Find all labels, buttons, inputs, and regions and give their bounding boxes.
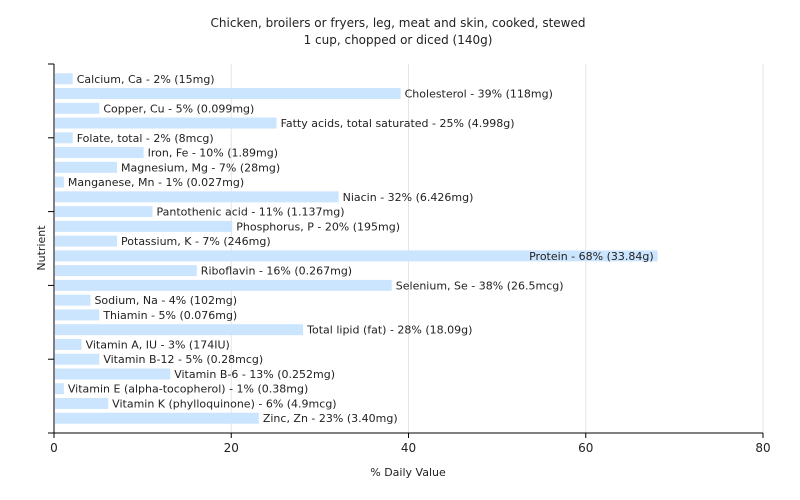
bar-label: Manganese, Mn - 1% (0.027mg) (68, 176, 244, 189)
bar (55, 117, 277, 129)
x-tick-label: 80 (755, 441, 770, 455)
x-axis-label: % Daily Value (370, 466, 446, 479)
x-tick-label: 40 (401, 441, 416, 455)
x-tick-label: 20 (224, 441, 239, 455)
bars-group: Calcium, Ca - 2% (15mg) Cholesterol - 39%… (55, 73, 658, 425)
bar-label: Magnesium, Mg - 7% (28mg) (121, 161, 280, 174)
bar-label: Total lipid (fat) - 28% (18.09g) (306, 324, 472, 337)
bar-label: Vitamin B-6 - 13% (0.252mg) (174, 368, 335, 381)
bar (55, 206, 153, 218)
bar (55, 279, 392, 291)
bar-label: Zinc, Zn - 23% (3.40mg) (263, 412, 398, 425)
bar-label: Phosphorus, P - 20% (195mg) (236, 220, 400, 233)
bar-label: Sodium, Na - 4% (102mg) (94, 294, 237, 307)
bar (55, 235, 118, 247)
bar-label: Vitamin E (alpha-tocopherol) - 1% (0.38m… (68, 383, 308, 396)
bar (55, 353, 100, 365)
bar-label: Fatty acids, total saturated - 25% (4.99… (281, 117, 515, 130)
bar (55, 294, 91, 306)
bar-label: Thiamin - 5% (0.076mg) (102, 309, 237, 322)
bar (55, 176, 64, 188)
gridlines (230, 64, 764, 433)
bar-label: Cholesterol - 39% (118mg) (405, 88, 553, 101)
bar (55, 132, 73, 144)
chart-subtitle: 1 cup, chopped or diced (140g) (304, 33, 493, 47)
bar (55, 309, 100, 321)
bar-label: Potassium, K - 7% (246mg) (121, 235, 271, 248)
bar-label: Selenium, Se - 38% (26.5mcg) (396, 279, 564, 292)
x-tick-label: 0 (50, 441, 58, 455)
y-axis-label: Nutrient (35, 225, 48, 271)
bar (55, 191, 339, 203)
bar (55, 73, 73, 85)
bar-label: Vitamin A, IU - 3% (174IU) (86, 338, 230, 351)
bar (55, 102, 100, 114)
bar-label: Folate, total - 2% (8mcg) (77, 132, 214, 145)
bar (55, 397, 109, 409)
bar-label: Vitamin B-12 - 5% (0.28mcg) (103, 353, 263, 366)
bar-label: Iron, Fe - 10% (1.89mg) (148, 147, 278, 160)
bar (55, 161, 118, 173)
bar-label: Pantothenic acid - 11% (1.137mg) (156, 206, 344, 219)
bar (55, 368, 171, 380)
x-ticks-group: 0 20 40 60 80 (50, 433, 771, 455)
bar (55, 250, 658, 262)
bar (55, 265, 197, 277)
bar-label: Protein - 68% (33.84g) (529, 250, 654, 263)
bar (55, 383, 64, 395)
bar (55, 324, 304, 336)
x-tick-label: 60 (578, 441, 593, 455)
bar (55, 88, 401, 100)
bar (55, 338, 82, 350)
bar-label: Vitamin K (phylloquinone) - 6% (4.9mcg) (112, 397, 336, 410)
bar (55, 220, 233, 232)
bar-label: Niacin - 32% (6.426mg) (343, 191, 474, 204)
chart-title: Chicken, broilers or fryers, leg, meat a… (211, 16, 586, 30)
bar-label: Riboflavin - 16% (0.267mg) (201, 265, 352, 278)
bar-label: Calcium, Ca - 2% (15mg) (77, 73, 215, 86)
bar (55, 412, 259, 424)
bar (55, 147, 144, 159)
bar-label: Copper, Cu - 5% (0.099mg) (103, 102, 254, 115)
